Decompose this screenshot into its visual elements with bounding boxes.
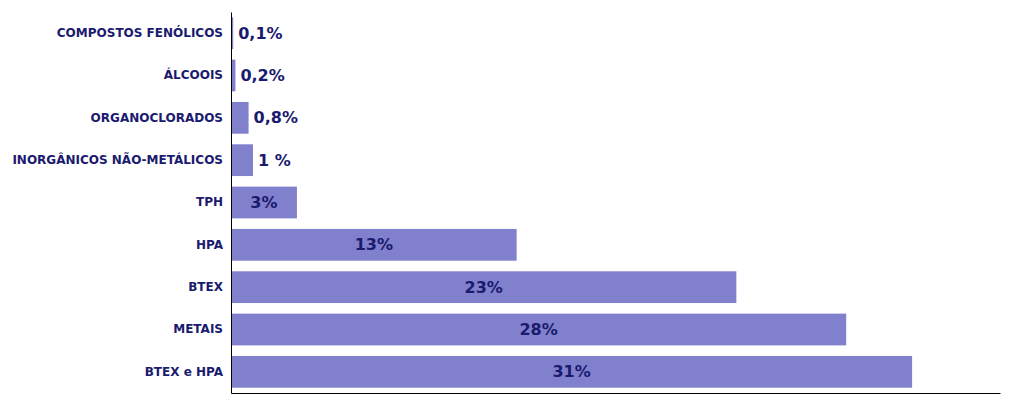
bar <box>231 187 297 219</box>
bar <box>231 102 249 134</box>
data-label: 1 % <box>258 151 291 170</box>
data-label: 0,2% <box>240 66 284 85</box>
data-label: 31% <box>552 362 590 381</box>
y-tick: BTEX <box>188 280 224 294</box>
y-tick-label: BTEX <box>188 280 224 294</box>
y-tick: ORGANOCLORADOS <box>91 111 223 125</box>
y-tick: METAIS <box>173 322 223 336</box>
x-axis-line <box>232 393 1001 394</box>
bar <box>231 356 912 388</box>
x-axis <box>232 393 1001 394</box>
plot-root: BTEX e HPA METAIS BTEX HPA TPH INORGÂNICOS NÃ… <box>12 13 1000 394</box>
y-tick-label: METAIS <box>173 322 223 336</box>
bar <box>231 271 736 303</box>
y-tick-label: BTEX e HPA <box>145 365 224 379</box>
bar <box>231 314 846 346</box>
bars <box>231 17 912 387</box>
data-label: 3% <box>250 193 277 212</box>
y-tick: INORGÂNICOS NÃO-METÁLICOS <box>12 152 223 167</box>
y-tick-label: HPA <box>196 238 224 252</box>
y-tick: ÁLCOOIS <box>164 67 223 82</box>
y-axis-line <box>231 13 232 394</box>
data-label: 13% <box>355 235 393 254</box>
y-tick-label: ORGANOCLORADOS <box>91 111 223 125</box>
y-tick-label: ÁLCOOIS <box>164 67 223 82</box>
y-tick-label: INORGÂNICOS NÃO-METÁLICOS <box>12 152 223 167</box>
y-tick-label: COMPOSTOS FENÓLICOS <box>57 25 223 40</box>
y-tick: COMPOSTOS FENÓLICOS <box>57 25 223 40</box>
y-tick: HPA <box>196 238 224 252</box>
y-tick: BTEX e HPA <box>145 365 224 379</box>
data-label: 23% <box>465 278 503 297</box>
data-label: 0,1% <box>238 24 282 43</box>
chart-svg: BTEX e HPA METAIS BTEX HPA TPH INORGÂNICOS NÃ… <box>0 0 1024 407</box>
data-labels: 31% 28% 23% 13% 3% 1 % 0,8% 0,2% 0,1% <box>238 24 591 382</box>
data-label: 0,8% <box>254 108 298 127</box>
y-axis: BTEX e HPA METAIS BTEX HPA TPH INORGÂNICOS NÃ… <box>12 13 231 394</box>
chart-container: BTEX e HPA METAIS BTEX HPA TPH INORGÂNICOS NÃ… <box>0 0 1024 407</box>
y-tick-label: TPH <box>196 195 223 209</box>
y-tick: TPH <box>196 195 223 209</box>
bar <box>231 144 253 176</box>
bar <box>231 229 517 261</box>
data-label: 28% <box>519 320 557 339</box>
